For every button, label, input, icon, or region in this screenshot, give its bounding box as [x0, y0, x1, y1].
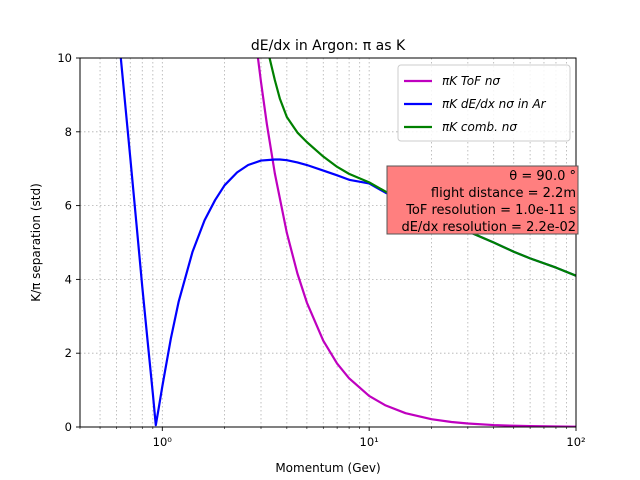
legend-label: πK comb. nσ: [442, 120, 517, 134]
info-line: θ = 90.0 °: [509, 169, 576, 184]
x-tick-label: 10⁰: [153, 435, 173, 449]
y-tick-label: 10: [57, 51, 72, 65]
info-box: [386, 165, 579, 235]
legend: πK ToF nσ πK dE/dx nσ in Ar πK comb. nσ: [397, 64, 571, 142]
legend-label: πK ToF nσ: [442, 74, 500, 88]
axis-ticks: 10⁰ 10¹ 10² 0 2 4 6 8 10: [57, 51, 585, 449]
y-axis-label: K/π separation (std): [29, 183, 43, 302]
y-tick-label: 4: [65, 272, 72, 286]
plot-frame: [79, 57, 577, 428]
series-line-1: [256, 58, 576, 427]
chart-title: dE/dx in Argon: π as K: [251, 38, 406, 54]
y-tick-label: 6: [65, 199, 72, 213]
y-tick-label: 0: [65, 420, 72, 434]
x-axis-label: Momentum (Gev): [275, 461, 380, 475]
y-tick-label: 8: [65, 125, 72, 139]
info-line: ToF resolution = 1.0e-11 s: [405, 203, 576, 218]
legend-label: πK dE/dx nσ in Ar: [442, 97, 547, 111]
legend-box: [397, 64, 571, 142]
y-tick-label: 2: [65, 346, 72, 360]
info-line: dE/dx resolution = 2.2e-02: [401, 220, 576, 235]
x-tick-label: 10¹: [360, 435, 379, 449]
info-line: flight distance = 2.2m: [431, 186, 576, 201]
info-annotation: θ = 90.0 ° flight distance = 2.2m ToF reso…: [386, 165, 579, 235]
x-tick-label: 10²: [566, 435, 585, 449]
series-line-3: [268, 58, 576, 277]
